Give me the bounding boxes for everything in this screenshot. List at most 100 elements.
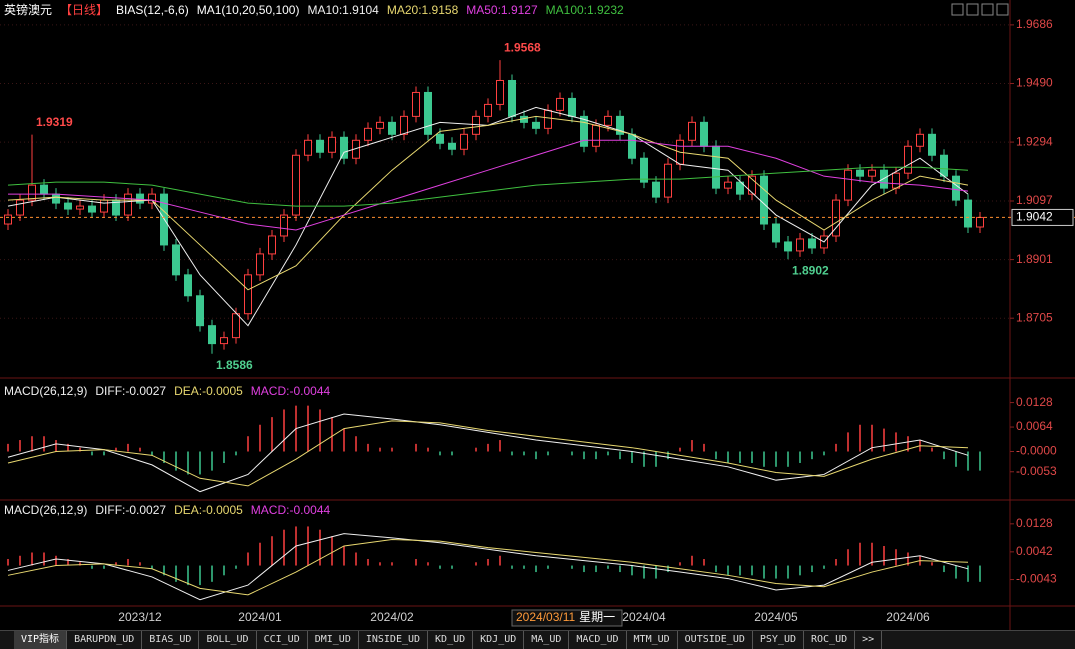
indicator-tab[interactable]: BIAS_UD — [142, 631, 200, 649]
candle-body — [664, 163, 672, 198]
candle-body — [700, 121, 708, 147]
indicator-tab[interactable]: OUTSIDE_UD — [678, 631, 753, 649]
window-icons[interactable] — [951, 3, 1009, 16]
icon[interactable] — [951, 3, 964, 16]
candle-body — [712, 145, 720, 189]
candle-body — [16, 199, 24, 216]
candle-body — [424, 91, 432, 135]
indicator-tab[interactable]: CCI_UD — [257, 631, 308, 649]
indicator-tab[interactable]: MA_UD — [524, 631, 570, 649]
crosshair-label: 2024/03/11 星期一 — [511, 609, 623, 627]
y-tick-label: 0.0064 — [1016, 419, 1053, 433]
candle-body — [508, 79, 516, 117]
candle-body — [904, 145, 912, 174]
candle-body — [304, 139, 312, 156]
candle-body — [652, 181, 660, 198]
candle-body — [364, 127, 372, 141]
candle-body — [328, 136, 336, 153]
y-tick-label: 0.0042 — [1016, 544, 1053, 558]
candle-body — [568, 97, 576, 117]
candle-body — [976, 216, 984, 228]
icon[interactable] — [981, 3, 994, 16]
header-label: DIFF:-0.0027 — [95, 503, 166, 517]
candle-body — [316, 139, 324, 153]
candle-body — [88, 205, 96, 213]
candle-body — [76, 205, 84, 210]
candle-body — [4, 214, 12, 225]
candle-body — [496, 79, 504, 105]
header-label: MA100:1.9232 — [546, 3, 624, 17]
indicator-tab[interactable]: DMI_UD — [308, 631, 359, 649]
candle-body — [472, 115, 480, 135]
y-tick-label: -0.0053 — [1016, 464, 1057, 478]
x-tick-label: 2024/06 — [886, 610, 930, 624]
icon[interactable] — [996, 3, 1009, 16]
y-tick-label: 1.8705 — [1016, 310, 1053, 324]
indicator-tab[interactable]: MTM_UD — [627, 631, 678, 649]
ma-line — [7, 106, 969, 327]
indicator-tab[interactable]: BARUPDN_UD — [67, 631, 143, 649]
header-label: 【日线】 — [60, 3, 108, 17]
candle-body — [616, 115, 624, 135]
header-label: MA50:1.9127 — [466, 3, 538, 17]
y-tick-label: 1.9294 — [1016, 134, 1053, 148]
indicator-tab[interactable]: KDJ_UD — [473, 631, 525, 649]
chart: 1.8705 1.8901 1.9097 1.9294 1.9490 1.9686 1.93… — [0, 0, 1075, 630]
x-tick-label: 2024/04 — [622, 610, 666, 624]
indicator-tab[interactable]: >> — [855, 631, 883, 649]
candle-body — [868, 169, 876, 177]
y-tick-label: -0.0043 — [1016, 572, 1057, 586]
candle-body — [40, 184, 48, 195]
ma-line — [7, 115, 969, 291]
icon[interactable] — [966, 3, 979, 16]
header-label: DIFF:-0.0027 — [95, 384, 166, 398]
indicator-tab[interactable]: PSY_UD — [753, 631, 804, 649]
candle-body — [148, 193, 156, 204]
candle-body — [688, 121, 696, 141]
candle-body — [724, 181, 732, 189]
candle-body — [928, 133, 936, 156]
candle-body — [28, 184, 36, 201]
candle-body — [220, 337, 228, 345]
candle-body — [532, 121, 540, 129]
crosshair-date: 2024/03/11 — [516, 610, 575, 624]
candle-body — [208, 325, 216, 345]
y-tick-label: 1.8901 — [1016, 252, 1053, 266]
candle-body — [832, 199, 840, 237]
header-label: MA10:1.9104 — [307, 3, 379, 17]
candle-body — [772, 223, 780, 243]
candle-body — [880, 169, 888, 189]
header-label: MA1(10,20,50,100) — [197, 3, 300, 17]
candle-body — [388, 121, 396, 135]
candle-body — [748, 175, 756, 195]
candle-body — [964, 199, 972, 228]
candle-body — [124, 193, 132, 216]
y-tick-label: 1.9097 — [1016, 193, 1053, 207]
macd-line — [7, 413, 969, 493]
candle-body — [592, 124, 600, 147]
x-tick-label: 2024/05 — [754, 610, 798, 624]
indicator-tab[interactable]: ROC_UD — [804, 631, 856, 649]
last-price-box — [1011, 208, 1074, 226]
candle-body — [736, 181, 744, 195]
low-label: 1.8902 — [792, 263, 829, 277]
header-label: 英镑澳元 — [4, 2, 52, 17]
x-tick-label: 2023/12 — [118, 610, 162, 624]
high-label: 1.9568 — [504, 40, 541, 54]
indicator-tab[interactable]: INSIDE_UD — [359, 631, 429, 649]
macd-line — [7, 538, 969, 596]
candle-body — [892, 172, 900, 189]
indicator-tab[interactable]: VIP指标 — [14, 631, 68, 649]
indicator-tab[interactable]: KD_UD — [428, 631, 474, 649]
candle-body — [544, 109, 552, 129]
candle-body — [436, 133, 444, 144]
macd-line — [7, 420, 969, 487]
candle-body — [640, 157, 648, 183]
candle-body — [760, 175, 768, 225]
indicator-tab[interactable]: MACD_UD — [569, 631, 627, 649]
candle-body — [808, 238, 816, 249]
y-tick-label: 1.9490 — [1016, 76, 1053, 90]
indicator-tab[interactable]: BOLL_UD — [199, 631, 257, 649]
candle-body — [232, 313, 240, 339]
candle-body — [460, 133, 468, 150]
